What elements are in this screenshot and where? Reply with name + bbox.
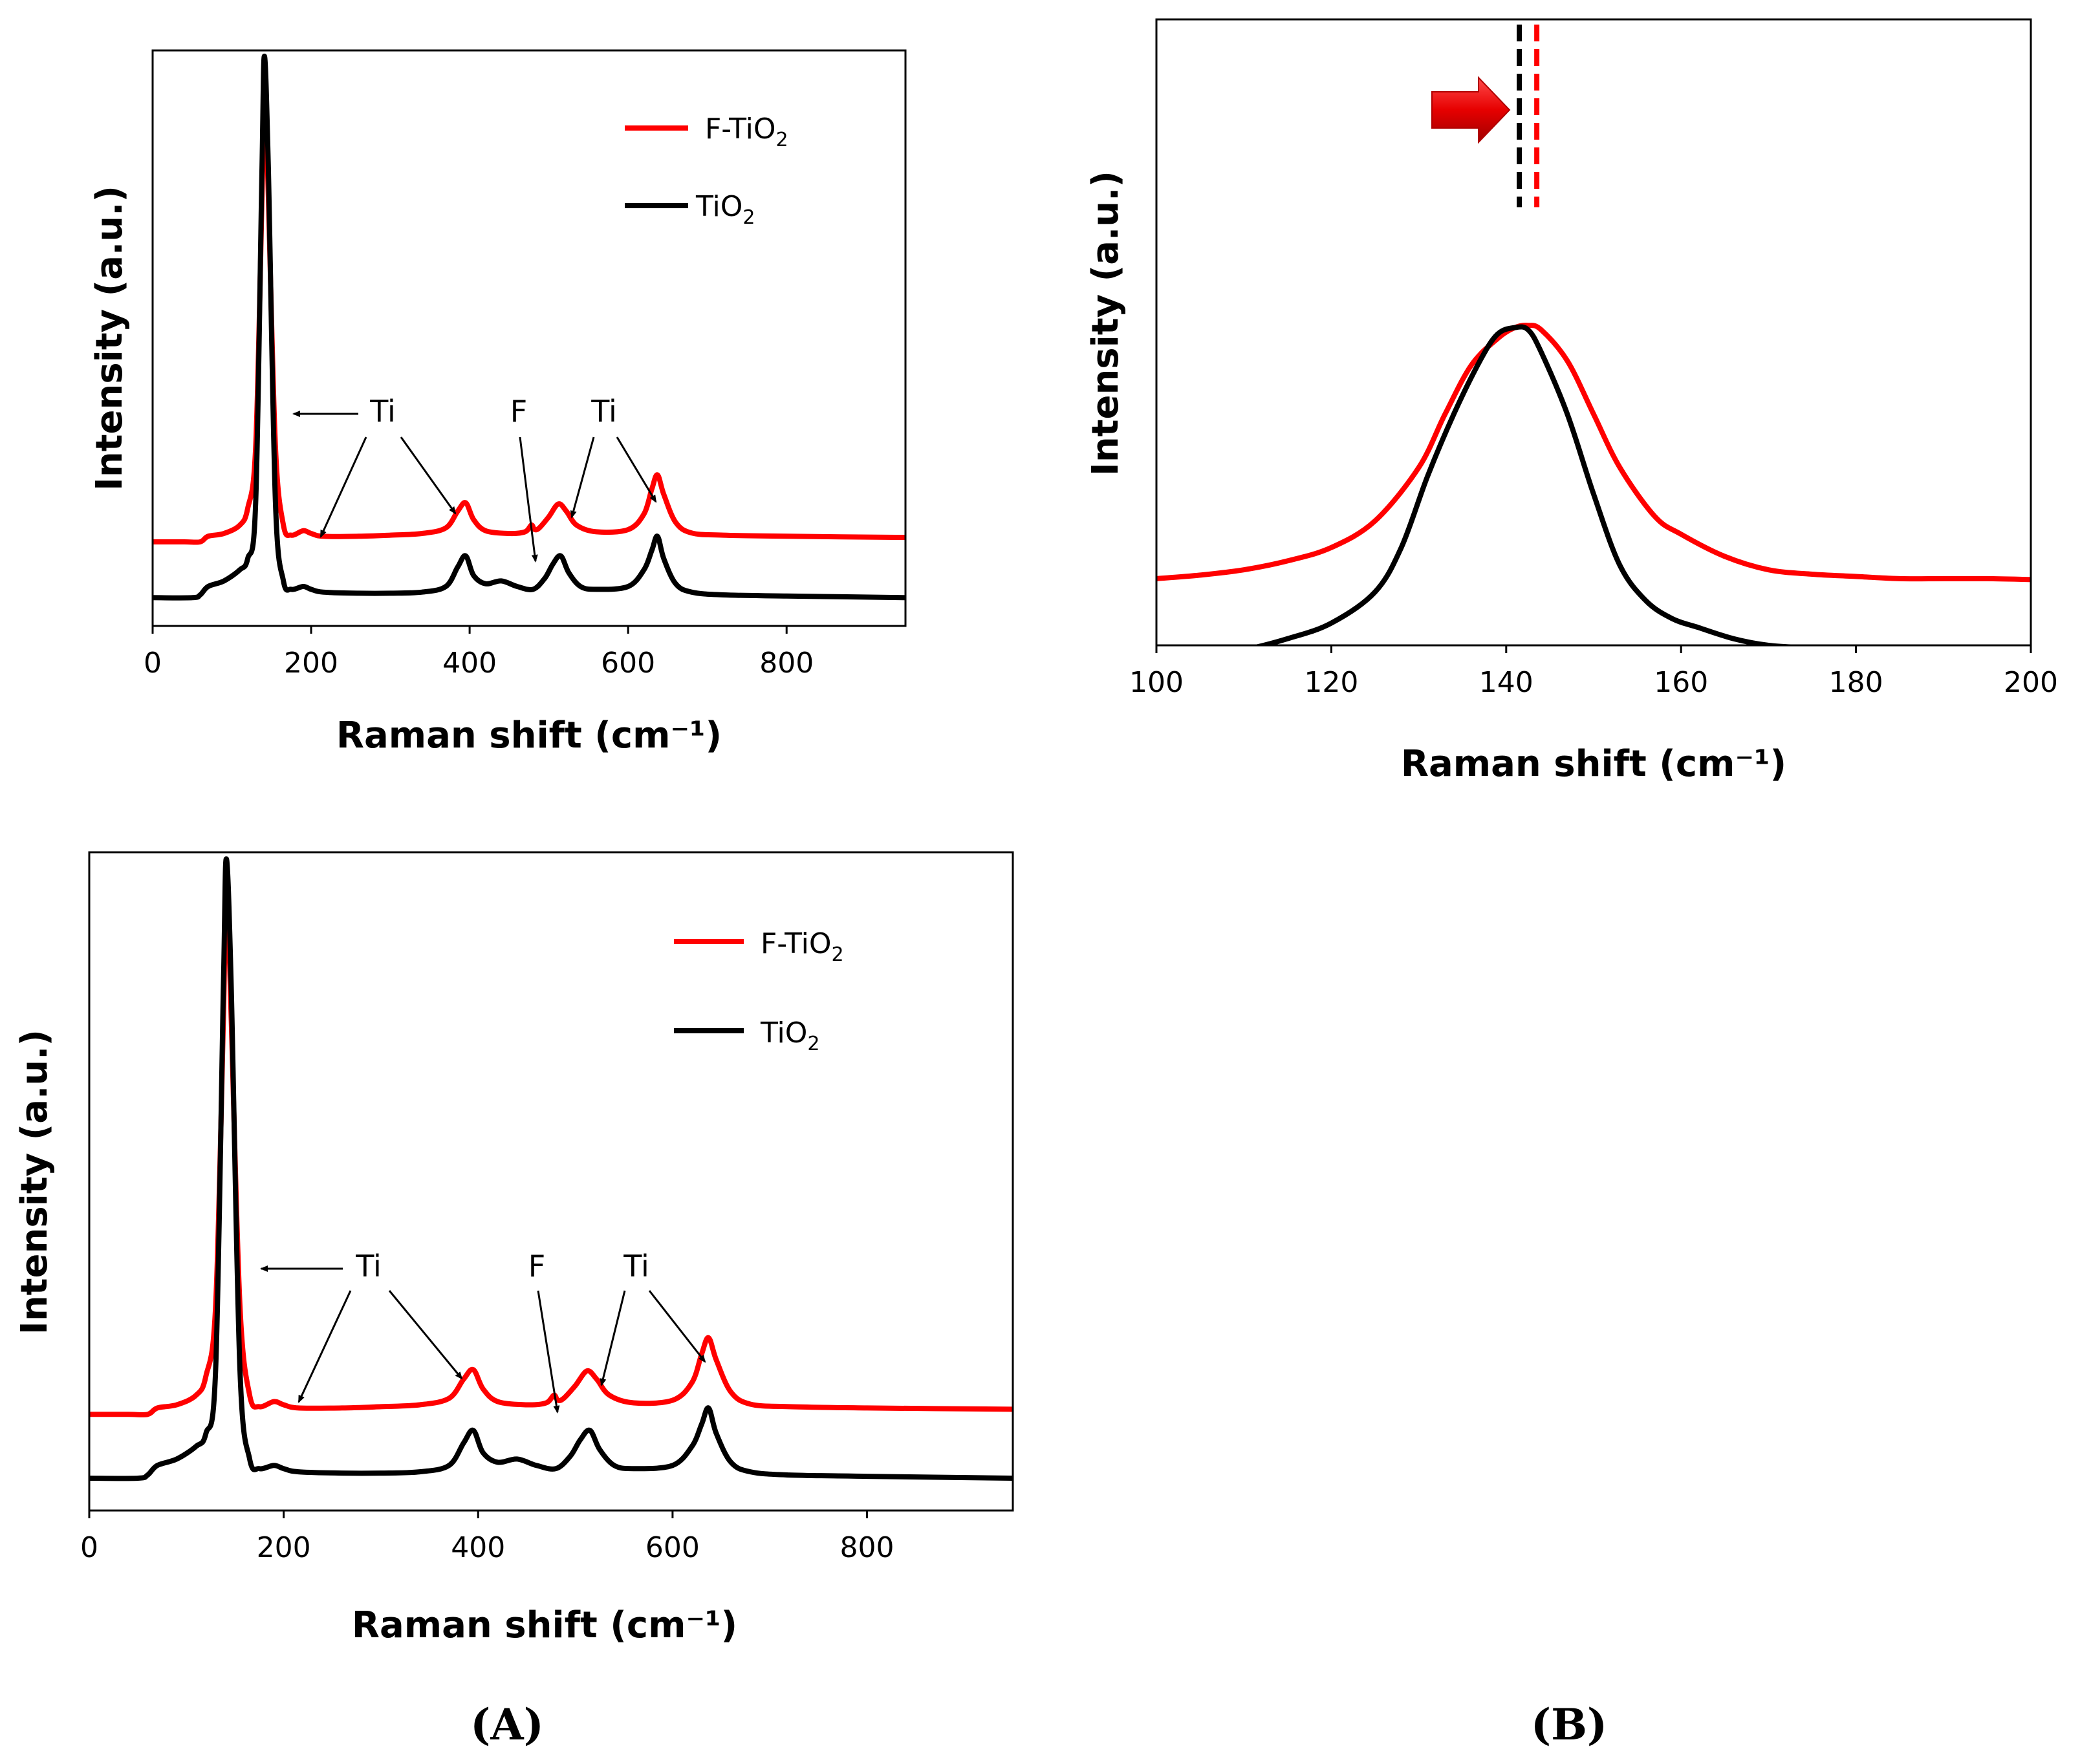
legend-label-f-tio2: F-TiO2 (705, 113, 788, 151)
chart-a-top: 0 200 400 600 800 Raman shift (cm⁻¹) Intensi… (89, 49, 907, 757)
x-tick-label: 0 (144, 647, 162, 680)
y-axis-label: Intensity (a.u.) (89, 186, 131, 491)
x-tick-label: 160 (1654, 666, 1708, 699)
x-axis-label: Raman shift (cm⁻¹) (1401, 743, 1786, 785)
chart-a-bottom: 0 200 400 600 800 Raman shift (cm⁻¹) Intensi… (14, 851, 1014, 1646)
x-tick-label: 400 (451, 1531, 505, 1564)
annotation-arrow (298, 1290, 352, 1403)
chart-b: 100 120 140 160 180 200 Raman shift (cm⁻¹) In… (1085, 18, 2058, 785)
x-axis-label: Raman shift (cm⁻¹) (352, 1604, 737, 1646)
annotation-f: F (528, 1249, 545, 1284)
annotation-arrow (648, 1290, 706, 1363)
annotation-ti-right: Ti (590, 394, 616, 429)
annotations: Ti F Ti (292, 394, 657, 563)
plot-frame (1155, 18, 2032, 647)
x-tick-label: 180 (1829, 666, 1883, 699)
x-tick-label: 800 (840, 1531, 894, 1564)
annotation-ti-left: Ti (355, 1249, 381, 1284)
x-tick-label: 800 (759, 647, 814, 680)
panel-label-b: (B) (1531, 1699, 1607, 1750)
annotation-arrow (616, 436, 657, 503)
annotations: Ti F Ti (260, 1249, 706, 1414)
annotation-arrow (400, 436, 457, 515)
peak-marker-layer (1517, 25, 1540, 208)
x-tick-label: 200 (2004, 666, 2058, 699)
annotation-ti-left: Ti (369, 394, 395, 429)
x-tick-layer: 0 200 400 600 800 (80, 1511, 894, 1564)
x-tick-layer: 0 200 400 600 800 (144, 626, 814, 680)
series-line-tio2 (1252, 324, 1804, 645)
legend-label-f-tio2: F-TiO2 (761, 927, 844, 966)
x-tick-label: 600 (601, 647, 655, 680)
series-line-tio2 (153, 53, 905, 601)
series-layer (153, 53, 905, 601)
series-layer (89, 856, 1013, 1481)
panel-label-a: (A) (470, 1699, 544, 1750)
plot-frame (88, 851, 1014, 1512)
annotation-f: F (510, 394, 527, 429)
series-layer (1156, 323, 2031, 645)
legend-label-tio2: TiO2 (760, 1016, 819, 1055)
x-tick-label: 200 (257, 1531, 311, 1564)
annotation-arrow (519, 436, 538, 563)
series-line-tio2 (89, 856, 1013, 1481)
x-tick-label: 0 (80, 1531, 98, 1564)
annotation-arrow (320, 436, 367, 538)
x-axis-label: Raman shift (cm⁻¹) (336, 715, 722, 757)
y-axis-label: Intensity (a.u.) (14, 1029, 56, 1335)
series-line-f-tio2 (1156, 323, 2031, 583)
annotation-arrow (600, 1290, 626, 1386)
x-tick-label: 100 (1129, 666, 1184, 699)
x-tick-layer: 100 120 140 160 180 200 (1129, 645, 2058, 699)
annotation-ti-right: Ti (623, 1249, 649, 1284)
y-axis-label: Intensity (a.u.) (1085, 171, 1127, 476)
annotation-arrow (388, 1290, 463, 1380)
x-tick-label: 120 (1304, 666, 1358, 699)
plot-frame (151, 49, 907, 627)
annotation-arrow (570, 436, 595, 519)
x-tick-label: 600 (645, 1531, 700, 1564)
legend: F-TiO2 TiO2 (674, 927, 844, 1055)
x-tick-label: 140 (1479, 666, 1533, 699)
legend: F-TiO2 TiO2 (625, 113, 788, 229)
legend-label-tio2: TiO2 (695, 190, 755, 229)
annotation-arrow (537, 1290, 560, 1414)
x-tick-label: 400 (442, 647, 497, 680)
x-tick-label: 200 (284, 647, 338, 680)
shift-arrow-icon (1431, 76, 1511, 144)
